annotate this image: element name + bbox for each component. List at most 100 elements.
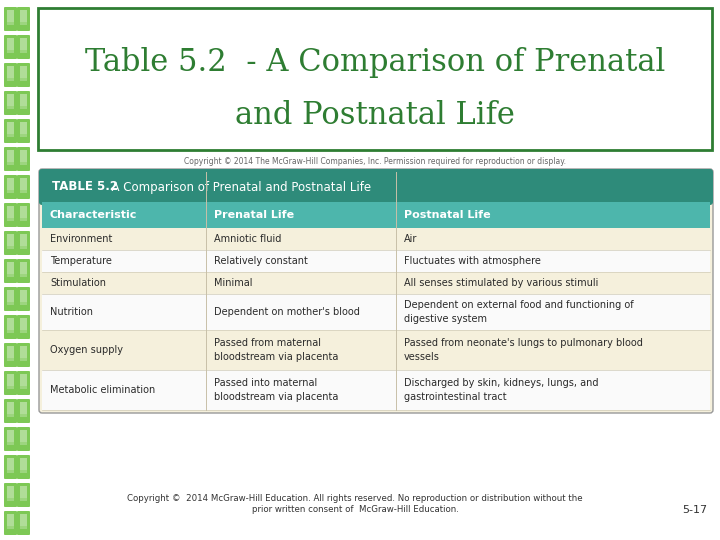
- Bar: [7, 430, 14, 442]
- Bar: [20, 234, 27, 246]
- Bar: [7, 290, 14, 302]
- FancyBboxPatch shape: [17, 343, 30, 367]
- Bar: [7, 190, 14, 193]
- Bar: [42, 228, 710, 250]
- FancyBboxPatch shape: [17, 35, 30, 59]
- Bar: [20, 162, 27, 165]
- Bar: [7, 50, 14, 53]
- Bar: [20, 122, 27, 134]
- Bar: [20, 430, 27, 442]
- Bar: [7, 274, 14, 277]
- Text: Table 5.2  - A Comparison of Prenatal: Table 5.2 - A Comparison of Prenatal: [85, 46, 665, 78]
- FancyBboxPatch shape: [17, 371, 30, 395]
- Text: Copyright ©  2014 McGraw-Hill Education. All rights reserved. No reproduction or: Copyright © 2014 McGraw-Hill Education. …: [127, 494, 582, 514]
- Bar: [20, 330, 27, 333]
- Bar: [20, 318, 27, 330]
- Text: Postnatal Life: Postnatal Life: [404, 210, 490, 220]
- Bar: [20, 346, 27, 358]
- Text: Fluctuates with atmosphere: Fluctuates with atmosphere: [404, 256, 541, 266]
- Text: Temperature: Temperature: [50, 256, 112, 266]
- Text: Passed into maternal
bloodstream via placenta: Passed into maternal bloodstream via pla…: [214, 379, 338, 402]
- FancyBboxPatch shape: [4, 371, 17, 395]
- Text: Prenatal Life: Prenatal Life: [214, 210, 294, 220]
- Bar: [42, 250, 710, 272]
- FancyBboxPatch shape: [39, 169, 713, 205]
- FancyBboxPatch shape: [4, 147, 17, 171]
- Bar: [20, 218, 27, 221]
- Bar: [20, 486, 27, 498]
- Bar: [20, 498, 27, 501]
- Bar: [20, 386, 27, 389]
- FancyBboxPatch shape: [4, 259, 17, 283]
- Bar: [7, 218, 14, 221]
- FancyBboxPatch shape: [4, 119, 17, 143]
- Bar: [42, 202, 710, 228]
- Bar: [7, 262, 14, 274]
- FancyBboxPatch shape: [17, 315, 30, 339]
- FancyBboxPatch shape: [17, 7, 30, 31]
- Bar: [7, 498, 14, 501]
- FancyBboxPatch shape: [4, 7, 17, 31]
- Bar: [7, 358, 14, 361]
- Text: 5-17: 5-17: [683, 505, 708, 515]
- FancyBboxPatch shape: [17, 259, 30, 283]
- Bar: [7, 150, 14, 162]
- Bar: [20, 526, 27, 529]
- Bar: [7, 402, 14, 414]
- FancyBboxPatch shape: [17, 427, 30, 451]
- Bar: [20, 414, 27, 417]
- Bar: [20, 358, 27, 361]
- Text: Air: Air: [404, 234, 418, 244]
- FancyBboxPatch shape: [17, 399, 30, 423]
- Bar: [7, 162, 14, 165]
- FancyBboxPatch shape: [4, 35, 17, 59]
- Text: Relatively constant: Relatively constant: [214, 256, 307, 266]
- Bar: [7, 78, 14, 81]
- Bar: [20, 470, 27, 473]
- FancyBboxPatch shape: [4, 483, 17, 507]
- Bar: [7, 246, 14, 249]
- FancyBboxPatch shape: [38, 8, 712, 150]
- Bar: [20, 302, 27, 305]
- Bar: [20, 514, 27, 526]
- FancyBboxPatch shape: [17, 483, 30, 507]
- Bar: [7, 514, 14, 526]
- FancyBboxPatch shape: [17, 147, 30, 171]
- Bar: [42, 187, 710, 204]
- Bar: [42, 272, 710, 294]
- Text: Dependent on external food and functioning of
digestive system: Dependent on external food and functioni…: [404, 300, 634, 323]
- Bar: [20, 10, 27, 22]
- Text: Minimal: Minimal: [214, 278, 252, 288]
- Text: Nutrition: Nutrition: [50, 307, 93, 317]
- FancyBboxPatch shape: [17, 455, 30, 479]
- Bar: [20, 190, 27, 193]
- Bar: [20, 22, 27, 25]
- Bar: [42, 330, 710, 370]
- Bar: [20, 290, 27, 302]
- Text: Amniotic fluid: Amniotic fluid: [214, 234, 281, 244]
- Bar: [20, 402, 27, 414]
- Bar: [7, 178, 14, 190]
- FancyBboxPatch shape: [4, 203, 17, 227]
- Text: Characteristic: Characteristic: [50, 210, 138, 220]
- Bar: [7, 10, 14, 22]
- FancyBboxPatch shape: [4, 91, 17, 115]
- FancyBboxPatch shape: [4, 343, 17, 367]
- Bar: [7, 386, 14, 389]
- Bar: [7, 206, 14, 218]
- Bar: [7, 470, 14, 473]
- Bar: [20, 178, 27, 190]
- Bar: [7, 302, 14, 305]
- Bar: [7, 318, 14, 330]
- Bar: [7, 134, 14, 137]
- FancyBboxPatch shape: [4, 511, 17, 535]
- Text: Oxygen supply: Oxygen supply: [50, 345, 123, 355]
- Bar: [20, 106, 27, 109]
- Text: Copyright © 2014 The McGraw-Hill Companies, Inc. Permission required for reprodu: Copyright © 2014 The McGraw-Hill Compani…: [184, 158, 566, 166]
- Bar: [7, 442, 14, 445]
- Bar: [20, 94, 27, 106]
- FancyBboxPatch shape: [17, 231, 30, 255]
- Text: A Comparison of Prenatal and Postnatal Life: A Comparison of Prenatal and Postnatal L…: [104, 180, 371, 193]
- Bar: [20, 458, 27, 470]
- Bar: [42, 370, 710, 410]
